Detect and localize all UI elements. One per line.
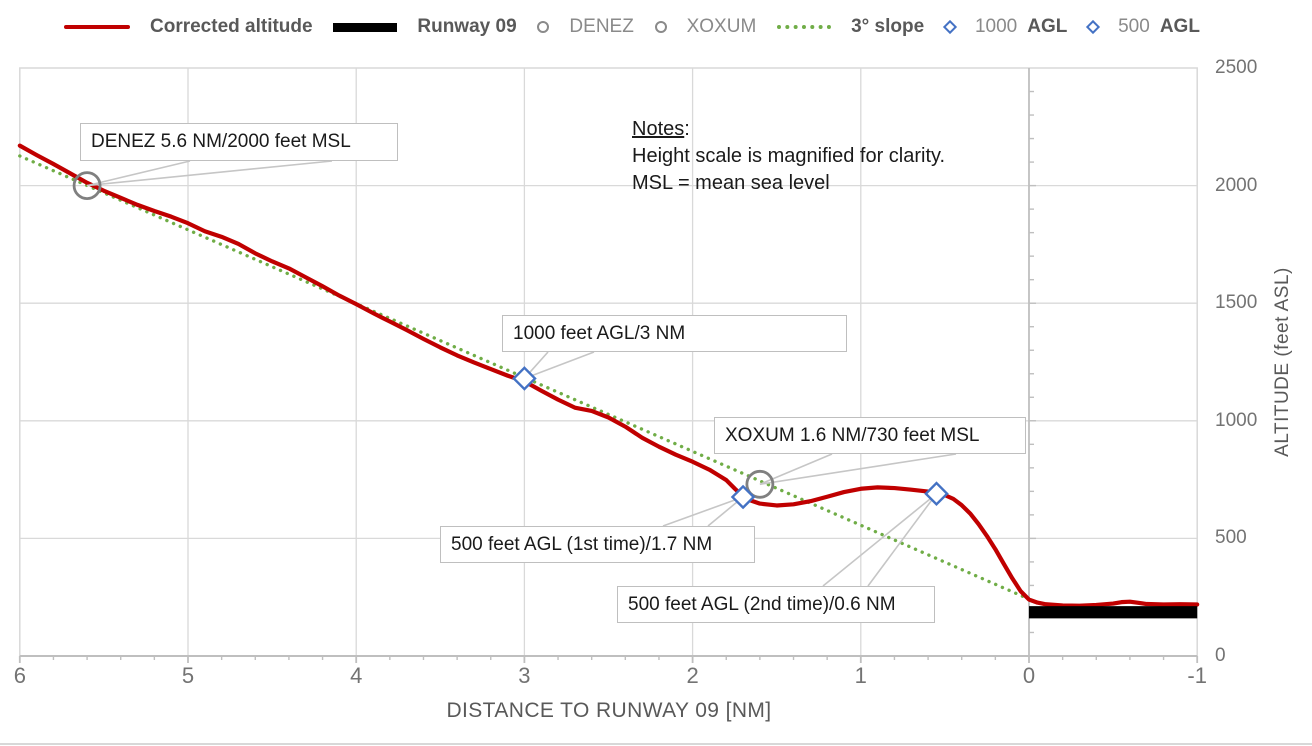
legend-item-corrected-altitude: Corrected altitude: [64, 16, 313, 38]
x-tick-label: 3: [518, 663, 531, 688]
notes-heading-colon: :: [684, 118, 690, 140]
annotation-500-agl-1st: 500 feet AGL (1st time)/1.7 NM: [440, 526, 755, 563]
annotation-leader-1000-agl: [524, 351, 595, 380]
x-tick-label: 4: [350, 663, 363, 688]
legend-item-xoxum: XOXUM: [654, 16, 757, 38]
x-tick-label: 5: [181, 663, 195, 688]
agl-500-marker: [924, 481, 949, 507]
x-tick-label: -1: [1187, 663, 1207, 688]
circle-marker-icon: [537, 21, 550, 33]
annotation-leader-xoxum: [759, 453, 957, 486]
annotation-leader-denez: [86, 160, 191, 187]
legend-item-500-agl: 500 AGL: [1086, 16, 1200, 38]
annotation-1000-agl: 1000 feet AGL/3 NM: [502, 315, 847, 352]
legend-item-denez: DENEZ: [537, 16, 634, 38]
y-tick-label: 1500: [1215, 292, 1258, 314]
y-tick-label: 2000: [1215, 174, 1258, 196]
legend-label: 3° slope: [851, 16, 925, 37]
y-tick-label: 0: [1215, 645, 1226, 666]
y-tick-label: 2500: [1215, 57, 1258, 78]
agl-500-marker: [730, 484, 756, 510]
window-bottom-border: [0, 743, 1312, 745]
annotation-500-agl-2nd: 500 feet AGL (2nd time)/0.6 NM: [617, 586, 935, 623]
diamond-marker-icon: [1086, 19, 1101, 35]
waypoint-xoxum-marker: [745, 469, 775, 499]
legend-item-runway-09: Runway 09: [333, 16, 517, 38]
x-tick-label: 0: [1022, 663, 1036, 688]
y-axis-title: ALTITUDE (feet ASL): [1272, 267, 1293, 457]
circle-marker-icon: [654, 21, 667, 33]
diamond-marker-icon: [942, 19, 958, 35]
y-tick-label: 500: [1215, 527, 1247, 549]
legend-label: XOXUM: [686, 16, 757, 37]
annotation-leader-500-agl-1st: [662, 496, 744, 527]
legend-label: 500 AGL: [1118, 16, 1200, 37]
legend-item-1000-agl: 1000 AGL: [942, 16, 1068, 38]
notes-line: Height scale is magnified for clarity.: [632, 145, 946, 167]
annotation-xoxum: XOXUM 1.6 NM/730 feet MSL: [714, 417, 1026, 454]
chart-legend: Corrected altitude Runway 09 DENEZ XOXUM 3° …: [64, 12, 1200, 42]
chart-notes: Notes: Height scale is magnified for cla…: [632, 116, 945, 197]
annotation-leader-500-agl-2nd: [822, 493, 937, 587]
agl-1000-marker: [512, 366, 537, 391]
legend-label: DENEZ: [569, 16, 634, 37]
x-tick-label: 2: [686, 663, 699, 688]
legend-label: Corrected altitude: [150, 16, 313, 37]
y-tick-label: 1000: [1215, 409, 1258, 431]
runway-bar: [1029, 606, 1198, 619]
notes-line: MSL = mean sea level: [632, 172, 830, 194]
waypoint-denez-marker: [72, 171, 102, 201]
x-axis-title: DISTANCE TO RUNWAY 09 [NM]: [446, 699, 772, 722]
glide-slope-line: [18, 154, 1031, 601]
legend-label: Runway 09: [417, 16, 517, 37]
notes-heading: Notes:: [632, 116, 945, 143]
legend-item-3-deg-slope: 3° slope: [777, 16, 924, 38]
line-sample-icon: [64, 25, 130, 29]
annotation-denez: DENEZ 5.6 NM/2000 feet MSL: [80, 123, 398, 161]
x-tick-label: 1: [854, 663, 867, 688]
dotted-line-icon: [777, 25, 832, 29]
line-sample-icon: [333, 22, 398, 32]
x-tick-label: 6: [13, 663, 26, 688]
annotation-leader-500-agl-2nd: [867, 493, 938, 587]
notes-heading-text: Notes: [632, 118, 685, 140]
legend-label: 1000 AGL: [974, 16, 1068, 37]
corrected-altitude-line: [17, 143, 1200, 608]
annotation-leader-denez: [87, 160, 333, 187]
